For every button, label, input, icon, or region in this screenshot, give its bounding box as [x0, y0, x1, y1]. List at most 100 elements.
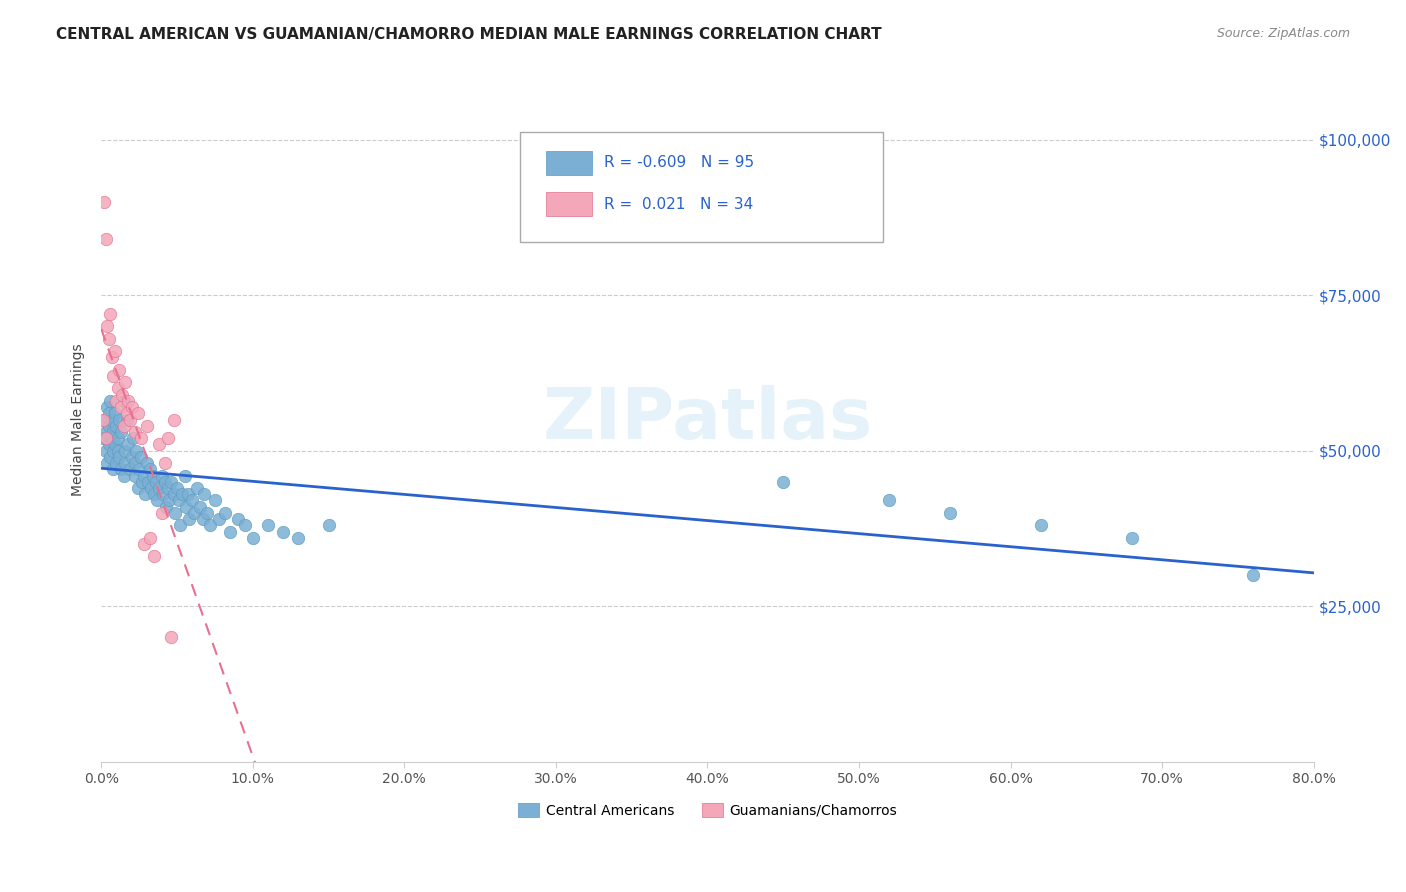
Point — [939, 506, 962, 520]
Point — [166, 481, 188, 495]
Point — [136, 475, 159, 489]
Point — [148, 481, 170, 495]
Point — [204, 493, 226, 508]
FancyBboxPatch shape — [546, 192, 592, 217]
Point — [117, 437, 139, 451]
Text: Source: ZipAtlas.com: Source: ZipAtlas.com — [1216, 27, 1350, 40]
Point — [219, 524, 242, 539]
Point — [101, 431, 124, 445]
FancyBboxPatch shape — [546, 151, 592, 176]
Point — [186, 481, 208, 495]
Point — [108, 450, 131, 464]
Point — [174, 500, 197, 514]
Point — [155, 500, 177, 514]
Point — [96, 400, 118, 414]
Point — [118, 462, 141, 476]
Point — [179, 512, 201, 526]
Point — [214, 506, 236, 520]
Point — [167, 493, 190, 508]
Point — [91, 431, 114, 445]
Point — [93, 194, 115, 209]
Y-axis label: Median Male Earnings: Median Male Earnings — [72, 343, 86, 496]
Point — [112, 468, 135, 483]
Point — [103, 425, 125, 439]
Point — [143, 487, 166, 501]
Point — [165, 506, 187, 520]
Point — [1121, 531, 1143, 545]
Point — [107, 443, 129, 458]
Point — [163, 487, 186, 501]
Point — [200, 518, 222, 533]
Point — [112, 418, 135, 433]
Point — [226, 512, 249, 526]
Point — [157, 493, 180, 508]
Point — [170, 487, 193, 501]
Point — [153, 475, 176, 489]
Point — [150, 506, 173, 520]
Point — [271, 524, 294, 539]
Point — [110, 462, 132, 476]
Point — [108, 412, 131, 426]
Point — [160, 475, 183, 489]
Text: R =  0.021   N = 34: R = 0.021 N = 34 — [605, 196, 754, 211]
Point — [124, 425, 146, 439]
Point — [97, 332, 120, 346]
Point — [173, 468, 195, 483]
Point — [145, 475, 167, 489]
Point — [1029, 518, 1052, 533]
Point — [160, 630, 183, 644]
Point — [122, 431, 145, 445]
Point — [146, 493, 169, 508]
Point — [114, 456, 136, 470]
Text: CENTRAL AMERICAN VS GUAMANIAN/CHAMORRO MEDIAN MALE EARNINGS CORRELATION CHART: CENTRAL AMERICAN VS GUAMANIAN/CHAMORRO M… — [56, 27, 882, 42]
Point — [98, 307, 121, 321]
Point — [150, 468, 173, 483]
Point — [176, 487, 198, 501]
Point — [114, 443, 136, 458]
Point — [97, 437, 120, 451]
Point — [242, 531, 264, 545]
Point — [115, 412, 138, 426]
Point — [191, 512, 214, 526]
Point — [105, 418, 128, 433]
Point — [318, 518, 340, 533]
Point — [188, 500, 211, 514]
Point — [132, 537, 155, 551]
Point — [156, 481, 179, 495]
Point — [94, 232, 117, 246]
Point — [141, 481, 163, 495]
Point — [135, 418, 157, 433]
Point — [138, 462, 160, 476]
Point — [131, 475, 153, 489]
Point — [114, 376, 136, 390]
Point — [98, 393, 121, 408]
Point — [97, 406, 120, 420]
Point — [97, 418, 120, 433]
Point — [101, 412, 124, 426]
Point — [134, 487, 156, 501]
Point — [129, 450, 152, 464]
Point — [108, 363, 131, 377]
Text: R = -0.609   N = 95: R = -0.609 N = 95 — [605, 155, 755, 170]
Point — [121, 400, 143, 414]
Legend: Central Americans, Guamanians/Chamorros: Central Americans, Guamanians/Chamorros — [512, 797, 903, 823]
Point — [104, 344, 127, 359]
Point — [107, 431, 129, 445]
FancyBboxPatch shape — [520, 132, 883, 242]
Point — [111, 387, 134, 401]
Point — [193, 487, 215, 501]
Point — [127, 406, 149, 420]
Point — [103, 462, 125, 476]
Point — [772, 475, 794, 489]
Point — [163, 412, 186, 426]
Point — [138, 531, 160, 545]
Point — [143, 549, 166, 564]
Point — [132, 468, 155, 483]
Point — [124, 468, 146, 483]
Point — [105, 393, 128, 408]
Point — [148, 437, 170, 451]
Point — [103, 369, 125, 384]
Point — [128, 462, 150, 476]
Point — [124, 456, 146, 470]
Point — [195, 506, 218, 520]
